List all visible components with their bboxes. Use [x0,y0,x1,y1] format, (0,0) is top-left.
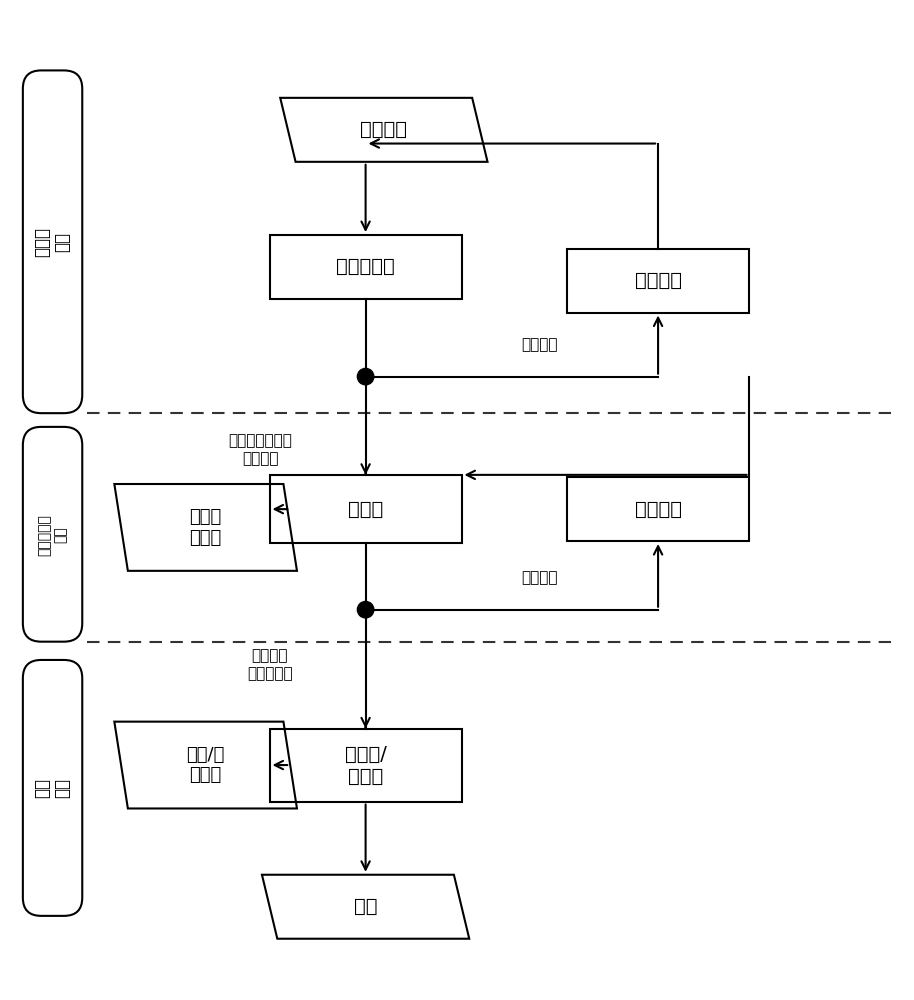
Text: 应用
阶段: 应用 阶段 [33,778,71,798]
Text: 自动编码机: 自动编码机 [336,257,395,276]
Bar [270,475,462,543]
Text: 反向传播: 反向传播 [634,500,682,519]
Text: 类标: 类标 [354,897,377,916]
Bar [270,728,462,802]
Circle shape [357,601,374,618]
Text: 训练分类器
阶段: 训练分类器 阶段 [37,514,68,556]
Bar [270,235,462,299]
Text: 训练样本: 训练样本 [360,120,408,139]
Text: 分类器: 分类器 [348,500,383,519]
Text: 所有训练
得到的参数: 所有训练 得到的参数 [247,648,292,681]
Text: 误差梯度: 误差梯度 [521,570,558,585]
Bar [567,477,749,541]
Bar [567,249,749,313]
Text: 训练样
本类标: 训练样 本类标 [189,508,222,547]
Circle shape [357,368,374,385]
Text: 匹配/分
类样本: 匹配/分 类样本 [186,746,225,784]
Text: 误差梯度: 误差梯度 [521,337,558,352]
Text: 反向传播: 反向传播 [634,271,682,290]
Text: 预训练
阶段: 预训练 阶段 [33,227,71,257]
Text: 训练好的编码机
权重矩阵: 训练好的编码机 权重矩阵 [228,434,292,466]
Text: 匹配器/
分类器: 匹配器/ 分类器 [345,745,387,786]
